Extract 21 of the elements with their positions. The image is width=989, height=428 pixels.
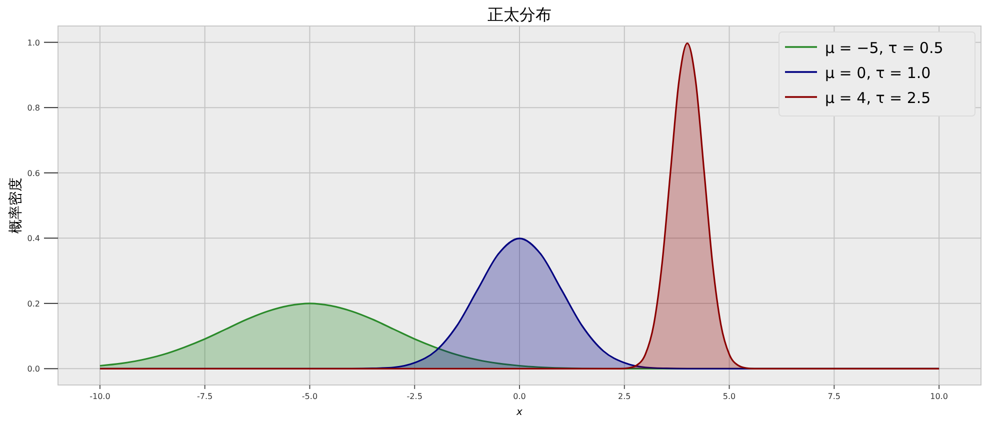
chart-title: 正太分布 bbox=[488, 5, 552, 24]
x-tick-label: 5.0 bbox=[722, 392, 736, 401]
x-tick-label: 7.5 bbox=[828, 392, 841, 401]
y-tick-label: 0.8 bbox=[27, 104, 40, 113]
x-tick-label: 0.0 bbox=[513, 392, 526, 401]
x-tick-label: 2.5 bbox=[618, 392, 631, 401]
x-tick-label: -5.0 bbox=[302, 392, 318, 401]
x-tick-label: 10.0 bbox=[930, 392, 948, 401]
legend-label: μ = −5, τ = 0.5 bbox=[825, 39, 944, 57]
y-tick-label: 0.2 bbox=[27, 299, 40, 308]
y-axis-title: 概率密度 bbox=[8, 178, 24, 234]
y-tick-label: 1.0 bbox=[27, 38, 40, 48]
y-tick-label: 0.4 bbox=[27, 234, 40, 244]
y-tick-label: 0.0 bbox=[27, 364, 40, 374]
x-tick-label: -10.0 bbox=[90, 392, 110, 401]
y-tick-label: 0.6 bbox=[27, 168, 40, 178]
x-axis-title: x bbox=[516, 407, 523, 418]
x-tick-label: -7.5 bbox=[197, 392, 213, 401]
x-tick-label: -2.5 bbox=[406, 392, 422, 401]
legend-label: μ = 0, τ = 1.0 bbox=[825, 64, 931, 82]
legend-label: μ = 4, τ = 2.5 bbox=[825, 89, 931, 107]
